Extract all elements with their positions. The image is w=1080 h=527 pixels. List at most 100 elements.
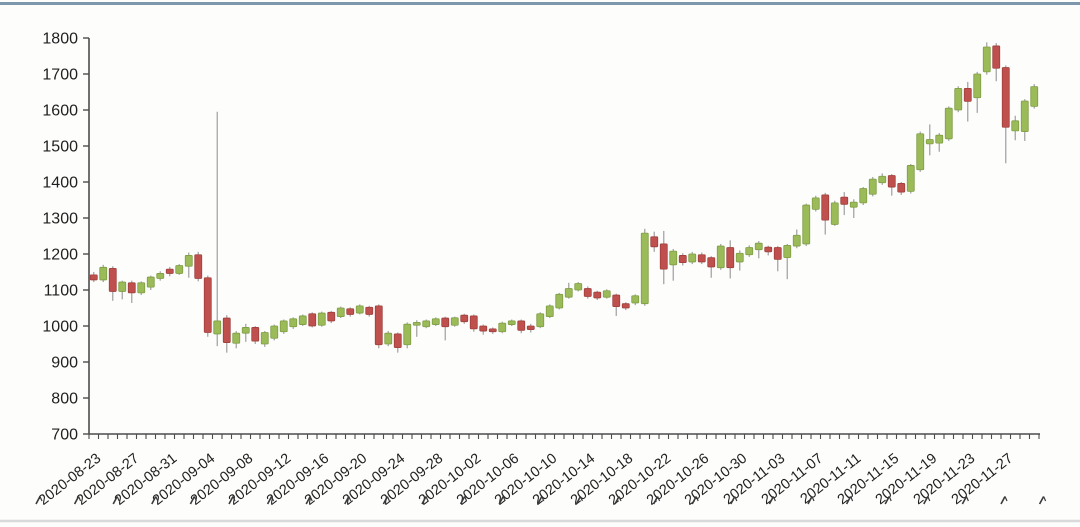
candle <box>146 275 155 290</box>
y-tick-label: 800 <box>51 391 78 408</box>
candle <box>593 290 602 301</box>
candle <box>137 281 146 296</box>
candle <box>935 133 944 152</box>
candle <box>213 111 222 347</box>
candle <box>849 199 858 218</box>
candle <box>754 241 763 259</box>
candle <box>327 310 336 324</box>
candle <box>232 331 241 349</box>
candle <box>906 164 915 194</box>
top-border-line <box>0 2 1080 5</box>
candle <box>89 272 98 283</box>
candle <box>707 256 716 278</box>
candle <box>431 317 440 326</box>
candle <box>697 252 706 265</box>
axes <box>88 38 1040 435</box>
candle <box>156 271 165 281</box>
candle <box>925 124 934 156</box>
candle <box>1011 115 1020 141</box>
y-tick-label: 1100 <box>44 283 79 300</box>
candle <box>175 264 184 275</box>
candle <box>507 319 516 326</box>
candle <box>878 173 887 185</box>
candle <box>821 192 830 235</box>
candle <box>897 182 906 195</box>
candle <box>412 320 421 337</box>
y-tick-label: 1600 <box>42 103 78 120</box>
candle <box>612 293 621 316</box>
candle <box>783 243 792 280</box>
candle <box>298 314 307 326</box>
candle <box>346 307 355 317</box>
y-tick-label: 1500 <box>42 139 78 156</box>
candle <box>1030 84 1039 109</box>
candle <box>574 282 583 292</box>
candle <box>260 331 269 347</box>
candle <box>365 305 374 317</box>
candle <box>868 176 877 197</box>
candle <box>650 231 659 252</box>
candle <box>536 312 545 329</box>
candle <box>270 324 279 341</box>
candle <box>203 275 212 337</box>
candle <box>992 43 1001 82</box>
bottom-cropped-labels <box>35 496 1047 505</box>
y-tick-label: 1800 <box>42 31 78 48</box>
candle <box>222 315 231 353</box>
x-axis-labels: 2020-08-232020-08-272020-08-312020-09-04… <box>36 451 1016 509</box>
candle <box>127 280 136 303</box>
candle <box>488 327 497 334</box>
candle <box>773 246 782 272</box>
candle <box>517 319 526 334</box>
candle <box>251 326 260 344</box>
candle <box>308 312 317 328</box>
candle <box>384 331 393 347</box>
y-tick-label: 900 <box>51 355 78 372</box>
candle <box>422 319 431 329</box>
candle <box>118 280 127 300</box>
candle <box>916 131 925 172</box>
candle <box>954 86 963 113</box>
candle <box>194 251 203 282</box>
candle <box>108 266 117 301</box>
candle <box>184 252 193 278</box>
candle <box>374 304 383 349</box>
y-tick-label: 700 <box>51 427 78 444</box>
candle <box>469 314 478 332</box>
candle <box>678 253 687 266</box>
candle <box>355 304 364 315</box>
y-tick-label: 1200 <box>42 247 78 264</box>
candle <box>393 332 402 353</box>
x-axis-ticks <box>88 434 1040 439</box>
y-tick-label: 1400 <box>42 175 78 192</box>
candle <box>545 304 554 319</box>
candle <box>735 250 744 271</box>
candle <box>621 302 630 311</box>
candle <box>963 81 972 122</box>
candle <box>830 200 839 226</box>
candle <box>631 294 640 306</box>
candle <box>498 321 507 334</box>
candle <box>1020 99 1029 141</box>
y-tick-label: 1000 <box>42 319 78 336</box>
candle <box>1001 65 1010 164</box>
candle <box>526 323 535 333</box>
candle <box>602 289 611 299</box>
candle <box>640 228 649 306</box>
y-tick-label: 1700 <box>42 67 78 84</box>
candle <box>764 245 773 256</box>
candle <box>289 317 298 329</box>
candle <box>944 106 953 141</box>
candles-group <box>89 42 1039 353</box>
candle <box>317 311 326 327</box>
candle <box>659 230 668 285</box>
candle <box>460 313 469 324</box>
candle <box>336 306 345 319</box>
candle <box>726 240 735 279</box>
candle <box>564 282 573 299</box>
candle <box>479 324 488 335</box>
candle <box>165 266 174 277</box>
